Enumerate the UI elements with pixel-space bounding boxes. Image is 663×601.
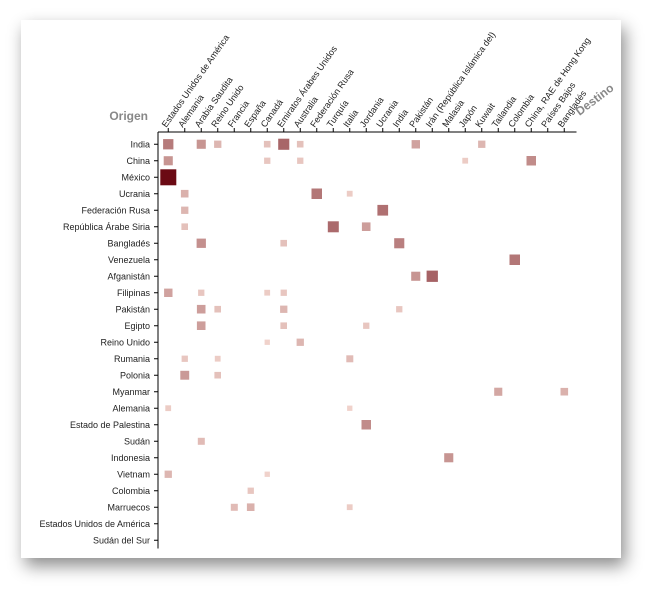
- heatmap-cell[interactable]: [280, 289, 287, 296]
- heatmap-cell[interactable]: [180, 189, 189, 198]
- heatmap-cell[interactable]: [347, 405, 353, 411]
- heatmap-cell[interactable]: [411, 271, 421, 281]
- heatmap-cells: [160, 138, 569, 511]
- row-label: Federación Rusa: [81, 205, 150, 215]
- heatmap-cell[interactable]: [560, 387, 569, 396]
- heatmap-cell[interactable]: [346, 190, 353, 197]
- heatmap-cell[interactable]: [163, 139, 174, 150]
- heatmap-cell[interactable]: [214, 305, 221, 313]
- heatmap-cell[interactable]: [214, 371, 221, 379]
- row-label: Venezuela: [108, 255, 150, 265]
- row-label: Polonia: [120, 370, 150, 380]
- heatmap-cell[interactable]: [346, 504, 353, 511]
- heatmap-cell[interactable]: [280, 239, 287, 247]
- heatmap-cell[interactable]: [160, 169, 177, 186]
- heatmap-cell[interactable]: [346, 355, 354, 363]
- heatmap-cell[interactable]: [196, 139, 206, 149]
- row-label: Estado de Palestina: [70, 420, 150, 430]
- row-axis-title: Origen: [109, 109, 148, 123]
- row-label: Estados Unidos de América: [39, 519, 150, 529]
- row-label: Alemania: [112, 403, 150, 413]
- heatmap-cell[interactable]: [230, 503, 238, 511]
- heatmap-cell[interactable]: [494, 387, 503, 396]
- heatmap-cell[interactable]: [214, 140, 222, 148]
- heatmap-cell[interactable]: [214, 355, 221, 362]
- row-label: Vietnam: [117, 469, 150, 479]
- row-label: República Árabe Siria: [63, 222, 150, 232]
- heatmap-cell[interactable]: [247, 487, 254, 494]
- heatmap-cell[interactable]: [264, 289, 271, 296]
- heatmap-cell[interactable]: [426, 270, 438, 282]
- heatmap-cell[interactable]: [264, 339, 270, 345]
- column-labels: Estados Unidos de AméricaAlemaniaArabia …: [160, 30, 592, 132]
- heatmap-cell[interactable]: [264, 157, 271, 164]
- heatmap-cell[interactable]: [196, 304, 206, 314]
- heatmap-cell[interactable]: [163, 156, 173, 166]
- heatmap-cell[interactable]: [361, 222, 371, 231]
- heatmap-cell[interactable]: [296, 338, 304, 346]
- heatmap-cell[interactable]: [164, 470, 172, 478]
- heatmap-cell[interactable]: [297, 157, 304, 164]
- heatmap-cell[interactable]: [394, 238, 405, 249]
- row-label: Filipinas: [117, 288, 151, 298]
- row-label: Bangladés: [107, 238, 150, 248]
- row-labels: India China México Ucrania Federación Rusa Re…: [39, 139, 158, 545]
- heatmap-cell[interactable]: [198, 289, 205, 296]
- heatmap-cell[interactable]: [196, 321, 206, 330]
- heatmap-cell[interactable]: [377, 204, 389, 216]
- heatmap-cell[interactable]: [363, 322, 370, 329]
- row-label: Marruecos: [107, 502, 150, 512]
- heatmap-cell[interactable]: [280, 322, 287, 329]
- row-label: Egipto: [124, 321, 150, 331]
- row-label: México: [121, 172, 150, 182]
- heatmap-cell[interactable]: [180, 370, 190, 380]
- row-label: Ucrania: [119, 189, 150, 199]
- heatmap-cell[interactable]: [197, 437, 205, 445]
- heatmap-cell[interactable]: [164, 288, 173, 297]
- heatmap-cell[interactable]: [396, 306, 403, 313]
- row-label: China: [126, 156, 150, 166]
- row-label: Reino Unido: [100, 337, 150, 347]
- row-label: Sudán del Sur: [93, 535, 150, 545]
- heatmap-cell[interactable]: [165, 405, 172, 412]
- heatmap-cell[interactable]: [526, 156, 537, 166]
- row-label: India: [130, 139, 150, 149]
- row-label: Myanmar: [112, 387, 150, 397]
- heatmap-cell[interactable]: [462, 157, 469, 164]
- row-label: Sudán: [124, 436, 150, 446]
- heatmap-cell[interactable]: [361, 420, 372, 430]
- row-label: Rumania: [114, 354, 150, 364]
- heatmap-cell[interactable]: [509, 254, 521, 266]
- heatmap-cell[interactable]: [246, 503, 255, 511]
- heatmap-cell[interactable]: [411, 140, 420, 149]
- heatmap-cell[interactable]: [296, 140, 304, 148]
- chart-card: India China México Ucrania Federación Rusa Re…: [21, 20, 621, 558]
- heatmap-cell[interactable]: [278, 138, 290, 150]
- row-label: Pakistán: [115, 304, 150, 314]
- heatmap-cell[interactable]: [196, 238, 206, 248]
- row-label: Colombia: [112, 486, 150, 496]
- heatmap-cell[interactable]: [263, 140, 271, 148]
- migration-heatmap: India China México Ucrania Federación Rusa Re…: [39, 30, 616, 549]
- row-label: Indonesia: [111, 453, 150, 463]
- heatmap-cell[interactable]: [280, 305, 288, 313]
- heatmap-cell[interactable]: [264, 471, 270, 477]
- heatmap-cell[interactable]: [311, 188, 323, 200]
- heatmap-cell[interactable]: [478, 140, 486, 148]
- heatmap-cell[interactable]: [327, 221, 339, 233]
- heatmap-cell[interactable]: [444, 453, 454, 463]
- heatmap-cell[interactable]: [181, 223, 188, 230]
- heatmap-cell[interactable]: [181, 355, 188, 362]
- heatmap-cell[interactable]: [181, 206, 189, 214]
- row-label: Afganistán: [107, 271, 150, 281]
